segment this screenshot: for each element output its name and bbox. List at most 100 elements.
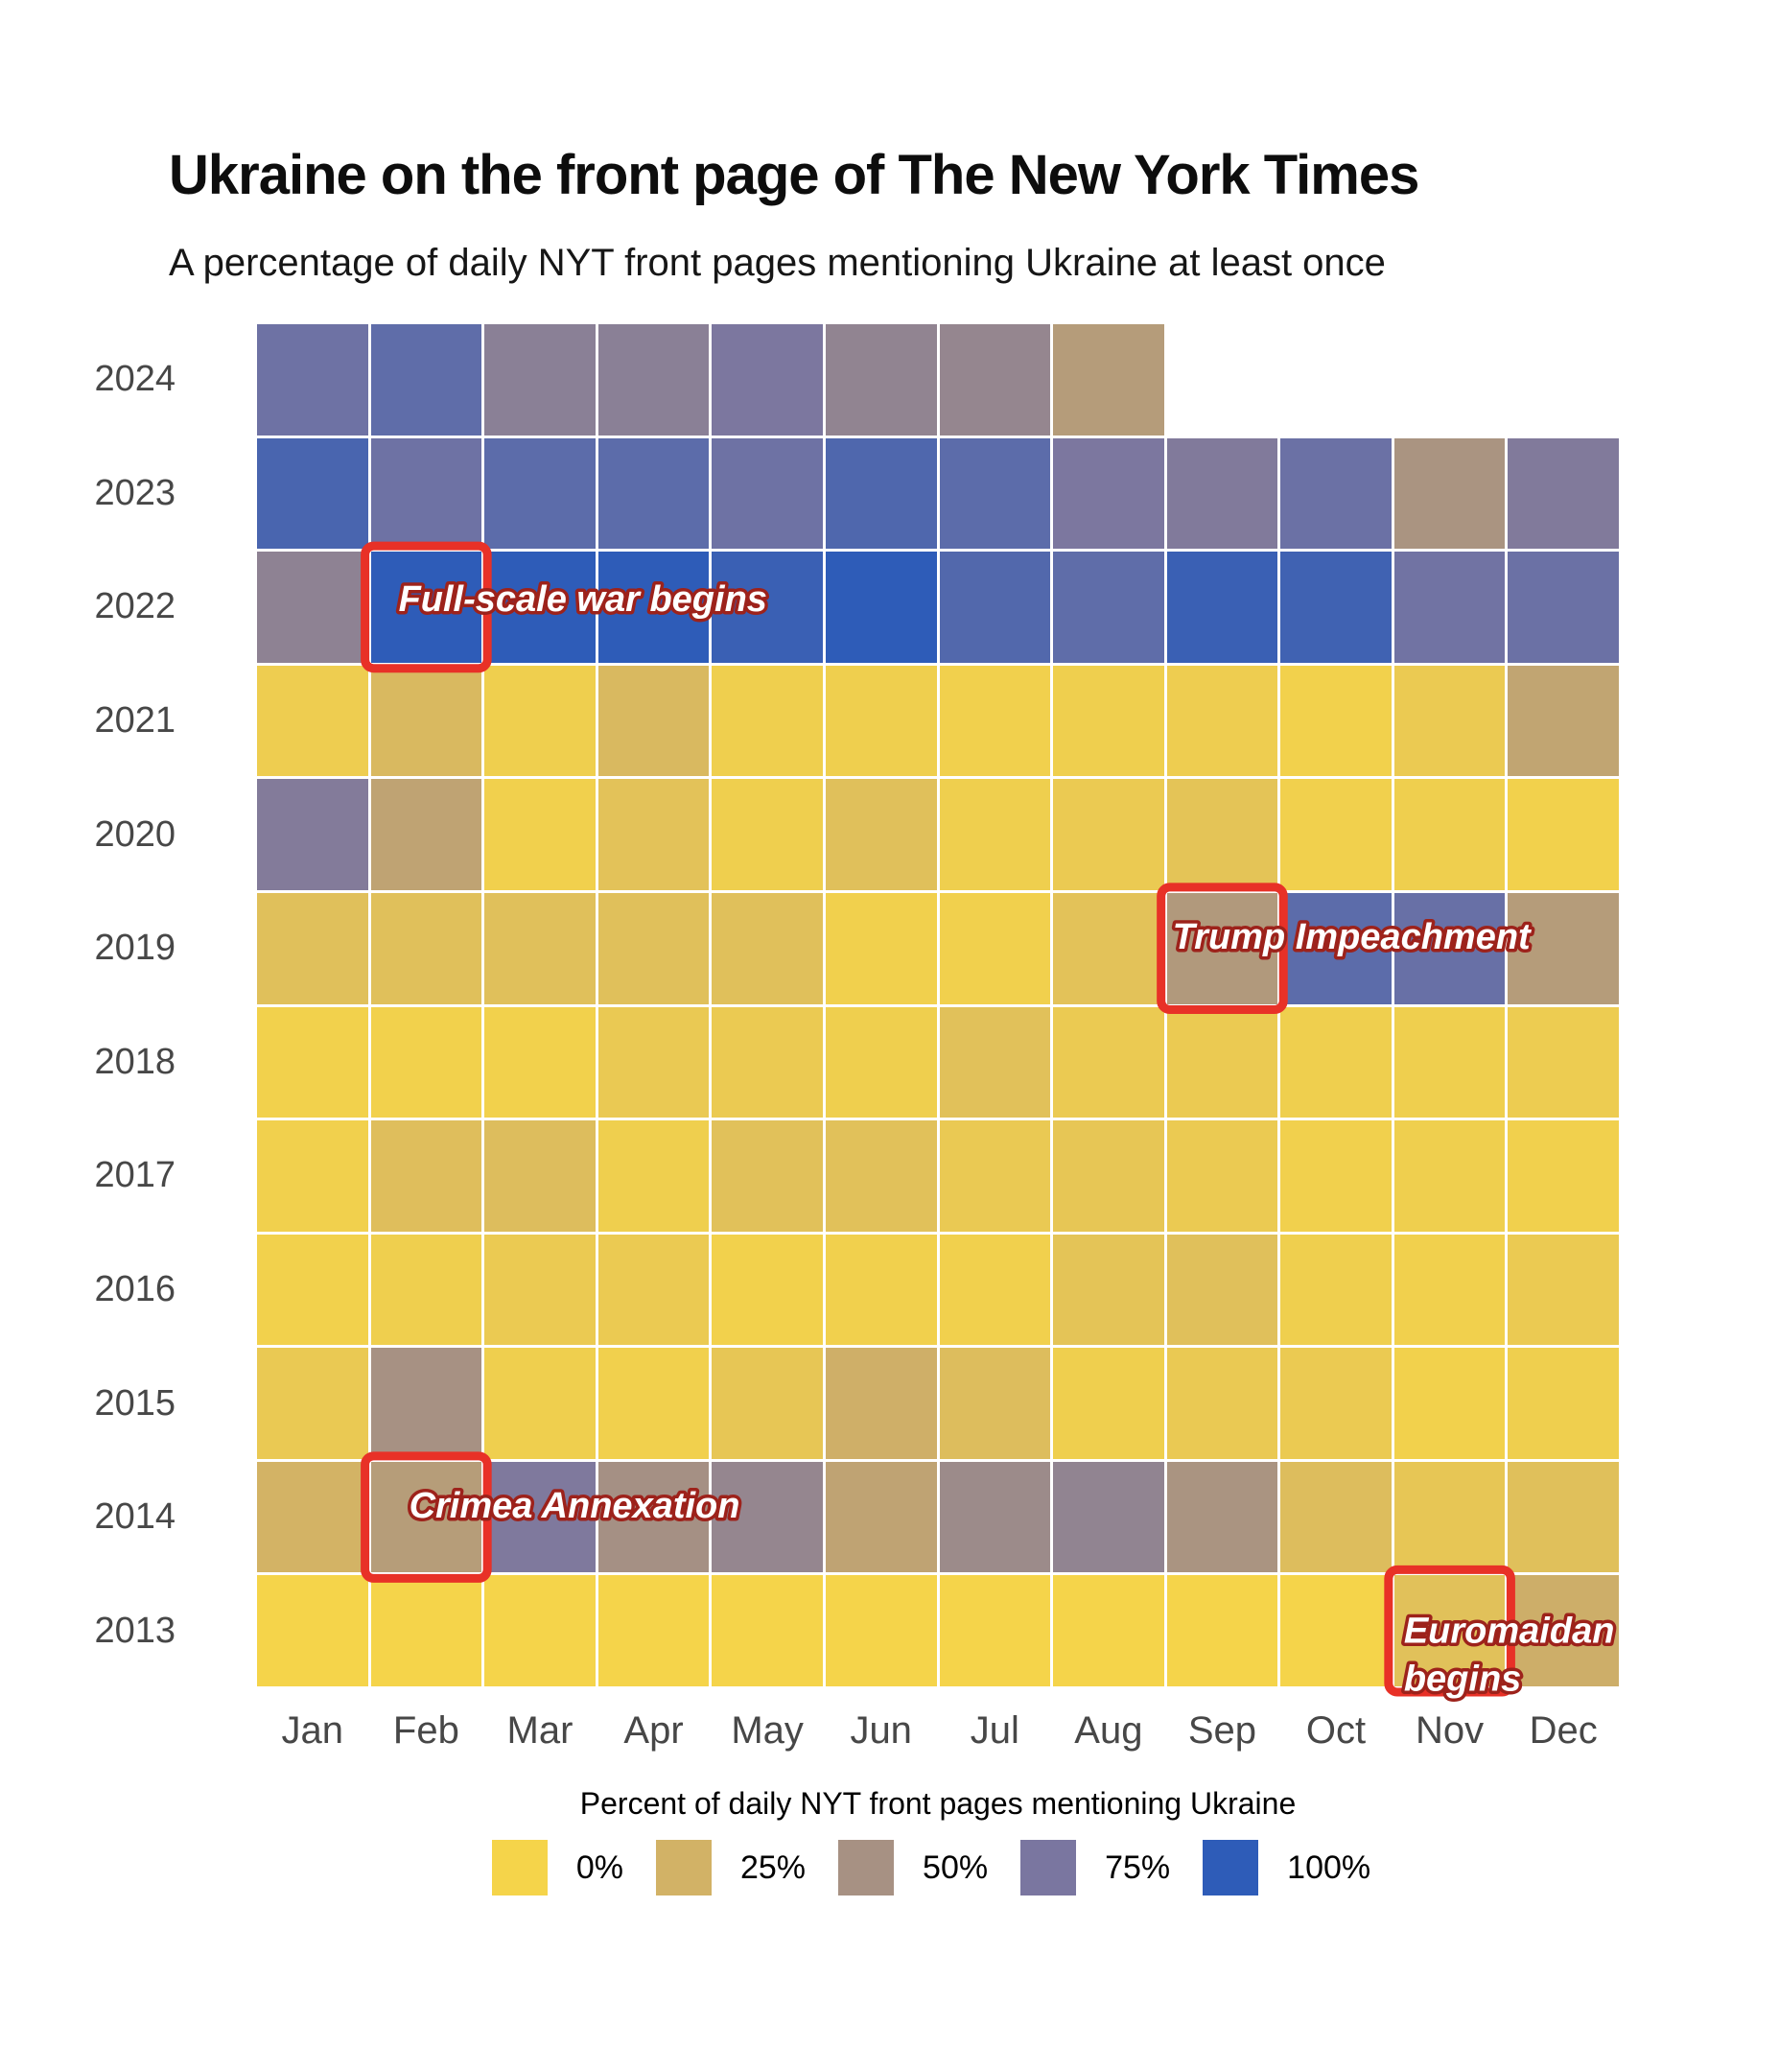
heatmap-cell: [1393, 892, 1506, 1004]
heatmap-cell: [257, 1348, 368, 1459]
heatmap-cell: [1280, 1006, 1392, 1118]
heatmap-cell: [484, 1575, 596, 1686]
heatmap-cell-empty: [1280, 324, 1392, 436]
heatmap-cell-empty: [1394, 324, 1506, 436]
heatmap-cell: [484, 779, 596, 890]
heatmap-cell: [939, 324, 1051, 436]
heatmap-cell: [1508, 665, 1619, 777]
heatmap-cell: [484, 1006, 596, 1118]
x-axis-label: Dec: [1529, 1709, 1598, 1752]
heatmap-cell: [484, 1234, 596, 1346]
heatmap-cell: [1053, 1348, 1164, 1459]
legend-label: 100%: [1287, 1848, 1371, 1886]
heatmap-cell: [1393, 437, 1506, 550]
legend-item: 50%: [838, 1840, 1001, 1895]
heatmap-cell: [597, 437, 710, 550]
heatmap-cell: [1280, 892, 1392, 1004]
y-axis-label: 2021: [94, 700, 176, 742]
heatmap-cell: [939, 1006, 1051, 1118]
legend-swatch: [838, 1840, 895, 1895]
y-axis-label: 2024: [94, 359, 176, 400]
legend-swatch: [1020, 1840, 1077, 1895]
heatmap-cell: [1053, 892, 1164, 1004]
heatmap-cell: [370, 437, 482, 550]
heatmap-cell: [712, 1575, 823, 1686]
heatmap-cell: [1166, 1120, 1278, 1232]
x-axis-label: Mar: [506, 1709, 573, 1752]
heatmap-cell: [1280, 779, 1392, 890]
heatmap-cell: [1508, 1575, 1619, 1686]
heatmap-cell: [370, 1234, 482, 1346]
chart-subtitle: A percentage of daily NYT front pages me…: [169, 242, 1386, 284]
heatmap-cell: [484, 1461, 596, 1573]
heatmap-cell: [484, 1348, 596, 1459]
heatmap-cell: [370, 1461, 482, 1573]
heatmap-cell: [1053, 324, 1164, 436]
heatmap-cell: [370, 324, 482, 436]
heatmap-cell: [370, 552, 482, 663]
heatmap-cell: [825, 437, 937, 550]
heatmap-cell: [484, 552, 596, 663]
y-axis-label: 2015: [94, 1382, 176, 1424]
heatmap-cell: [257, 779, 368, 890]
x-axis-label: Jun: [850, 1709, 912, 1752]
heatmap-cell: [1166, 1348, 1278, 1459]
heatmap-cell: [712, 892, 823, 1004]
heatmap-cell: [257, 324, 368, 436]
x-axis-label: Oct: [1305, 1709, 1367, 1752]
heatmap-cell: [597, 552, 710, 663]
heatmap-cell: [597, 324, 710, 436]
heatmap-cell: [370, 1348, 482, 1459]
heatmap-cell: [1508, 1120, 1619, 1232]
legend-title: Percent of daily NYT front pages mention…: [579, 1786, 1297, 1821]
heatmap-cell: [939, 1461, 1051, 1573]
heatmap-cell: [1166, 437, 1278, 550]
heatmap-cell: [1053, 1234, 1164, 1346]
heatmap-cell: [712, 1120, 823, 1232]
heatmap-cell: [1508, 1348, 1619, 1459]
heatmap-cell: [825, 1006, 937, 1118]
heatmap-grid: [257, 324, 1619, 1686]
heatmap-cell: [370, 1120, 482, 1232]
heatmap-cell-empty: [1167, 324, 1278, 436]
heatmap-cell: [370, 779, 482, 890]
y-axis-label: 2023: [94, 472, 176, 513]
heatmap-cell: [712, 552, 823, 663]
heatmap-cell: [1166, 665, 1278, 777]
heatmap-cell: [484, 892, 596, 1004]
heatmap-cell: [597, 1348, 710, 1459]
heatmap-cell: [712, 1348, 823, 1459]
heatmap-cell: [1508, 552, 1619, 663]
heatmap-cell: [712, 437, 823, 550]
legend-item: 25%: [655, 1840, 819, 1895]
heatmap-cell: [825, 1461, 937, 1573]
heatmap-cell: [1393, 552, 1506, 663]
heatmap-cell: [1280, 1234, 1392, 1346]
heatmap-cell: [1508, 437, 1619, 550]
heatmap-cell: [1166, 1461, 1278, 1573]
x-axis-label: Nov: [1416, 1709, 1485, 1752]
y-axis-label: 2017: [94, 1155, 176, 1196]
heatmap-cell: [712, 1234, 823, 1346]
heatmap-cell: [939, 779, 1051, 890]
heatmap-cell: [825, 1120, 937, 1232]
x-axis-label: May: [731, 1709, 804, 1752]
heatmap-cell: [939, 892, 1051, 1004]
heatmap-cell: [257, 892, 368, 1004]
heatmap-cell: [825, 324, 937, 436]
legend-swatch: [655, 1840, 712, 1895]
heatmap-cell: [825, 1575, 937, 1686]
heatmap-cell: [257, 552, 368, 663]
heatmap-cell: [257, 1234, 368, 1346]
legend-item: 0%: [491, 1840, 637, 1895]
heatmap-cell-empty: [1508, 324, 1619, 436]
heatmap-cell: [1053, 1120, 1164, 1232]
heatmap-cell: [939, 665, 1051, 777]
heatmap-cell: [712, 324, 823, 436]
legend-label: 75%: [1105, 1848, 1171, 1886]
y-axis-label: 2013: [94, 1610, 176, 1651]
heatmap-cell: [939, 437, 1051, 550]
heatmap-cell: [1393, 1006, 1506, 1118]
heatmap-cell: [597, 665, 710, 777]
heatmap-cell: [1053, 1461, 1164, 1573]
